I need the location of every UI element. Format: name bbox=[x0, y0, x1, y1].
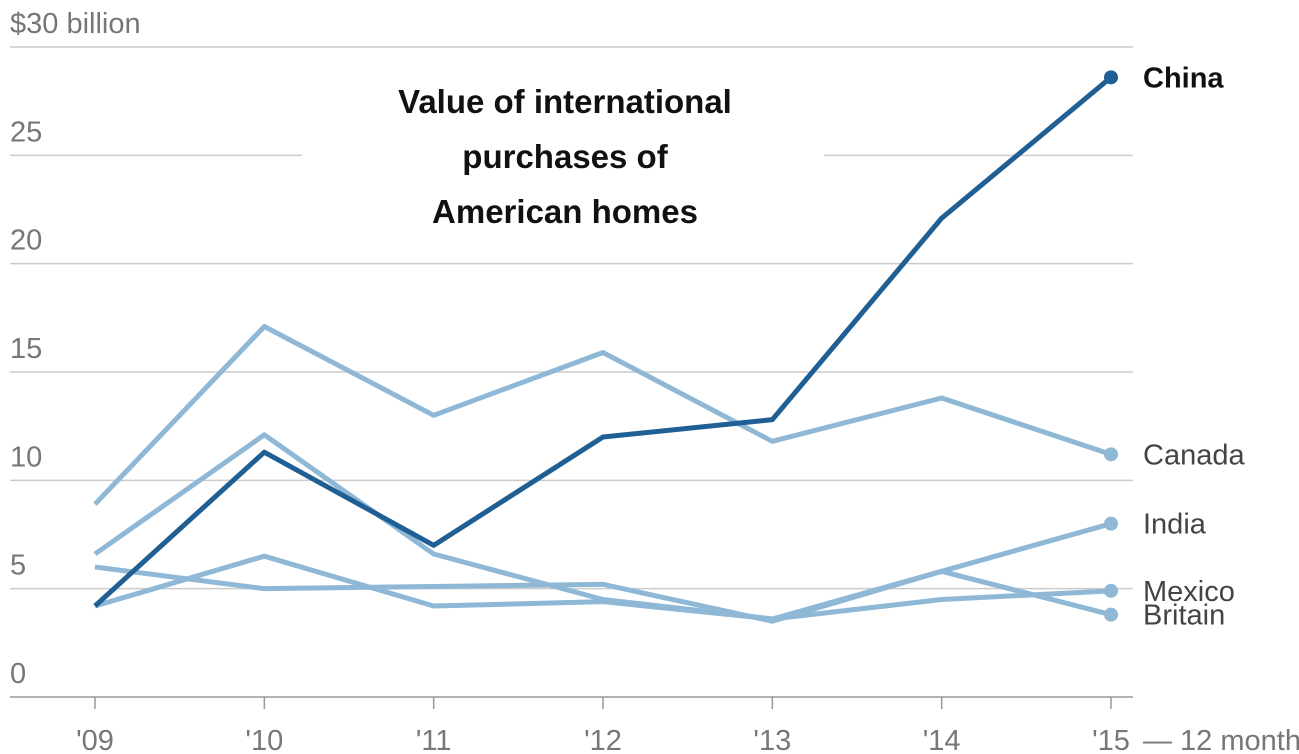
series-label: Canada bbox=[1143, 439, 1245, 471]
series-line bbox=[93, 75, 1113, 608]
series-line bbox=[94, 564, 1112, 624]
x-annotation: — 12 months bbox=[1143, 725, 1299, 754]
y-tick-label: 20 bbox=[10, 225, 42, 257]
y-tick-label: 15 bbox=[10, 333, 42, 365]
x-tick-label: '12 bbox=[584, 725, 622, 754]
series-label: China bbox=[1143, 62, 1224, 94]
x-tick-label: '14 bbox=[923, 725, 961, 754]
end-dot bbox=[1104, 583, 1118, 598]
end-dot bbox=[1104, 607, 1118, 622]
chart-title: American homes bbox=[432, 193, 698, 230]
y-tick-label: $30 billion bbox=[10, 8, 141, 40]
x-tick-label: '15 bbox=[1092, 725, 1130, 754]
x-tick-label: '11 bbox=[416, 725, 452, 754]
end-dot bbox=[1104, 516, 1118, 531]
series-label: Britain bbox=[1143, 600, 1225, 632]
y-tick-label: 10 bbox=[10, 441, 42, 473]
chart-title: purchases of bbox=[462, 138, 668, 175]
y-tick-label: 0 bbox=[10, 658, 26, 690]
chart-title: Value of international bbox=[398, 83, 732, 120]
x-tick-label: '09 bbox=[76, 725, 114, 754]
series-line bbox=[93, 432, 1112, 622]
y-tick-label: 5 bbox=[10, 550, 26, 582]
series-line bbox=[93, 324, 1112, 506]
y-tick-label: 25 bbox=[10, 116, 42, 148]
series-label: India bbox=[1143, 509, 1207, 541]
x-tick-label: '10 bbox=[245, 725, 283, 754]
series-label: Mexico bbox=[1143, 576, 1235, 608]
x-tick-label: '13 bbox=[753, 725, 791, 754]
end-dot bbox=[1104, 447, 1118, 462]
end-dot bbox=[1104, 70, 1118, 85]
title-background bbox=[302, 70, 824, 240]
